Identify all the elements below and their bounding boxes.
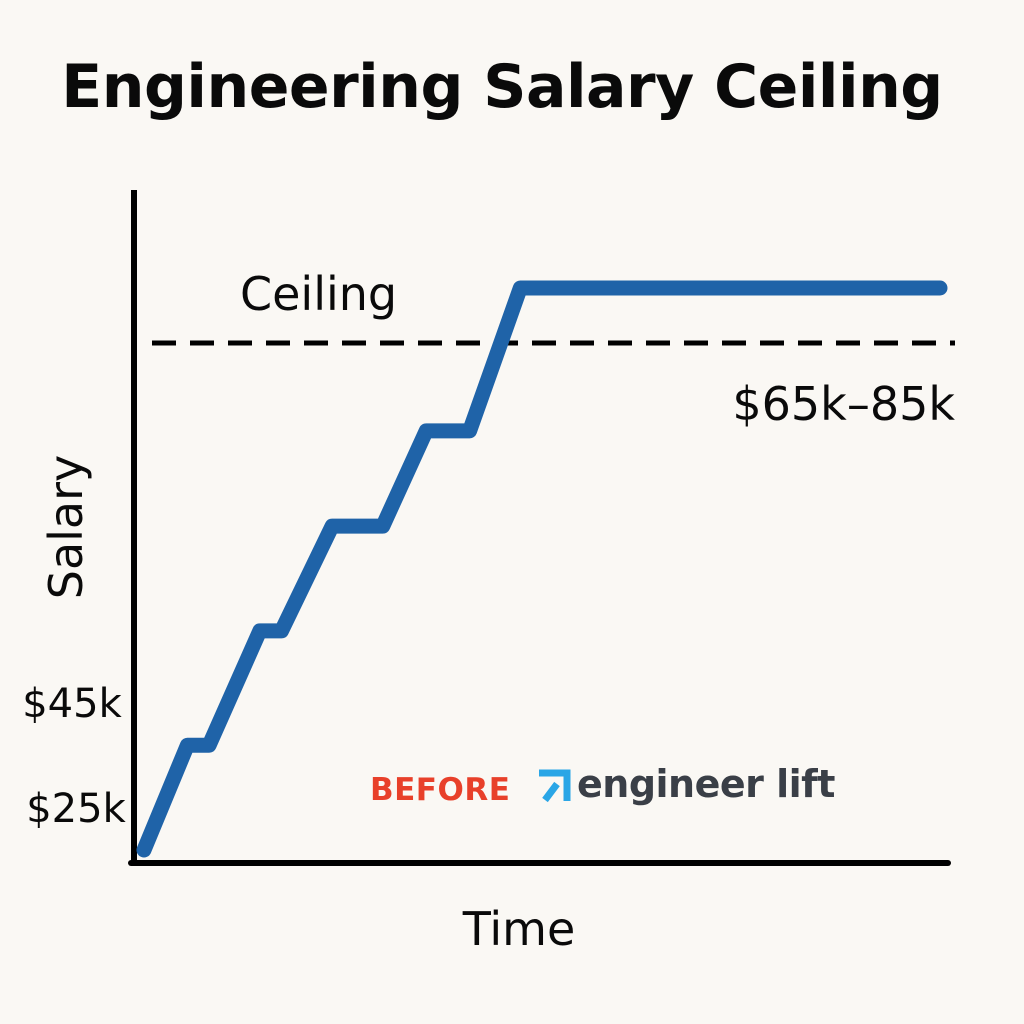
y-tick-label: $45k <box>22 681 122 727</box>
y-tick-label: $25k <box>26 786 126 832</box>
before-label: BEFORE <box>370 772 510 808</box>
x-axis-label: Time <box>462 902 576 956</box>
y-axis-label: Salary <box>39 455 93 600</box>
ceiling-label: Ceiling <box>240 267 397 321</box>
arrow-up-right-icon <box>539 769 571 803</box>
salary-series-line <box>136 280 948 858</box>
ceiling-range-label: $65k–85k <box>732 377 955 431</box>
brand-label: engineer lift <box>577 762 835 806</box>
chart-title: Engineering Salary Ceiling <box>61 52 943 122</box>
watermark: BEFORE engineer lift <box>370 762 836 808</box>
